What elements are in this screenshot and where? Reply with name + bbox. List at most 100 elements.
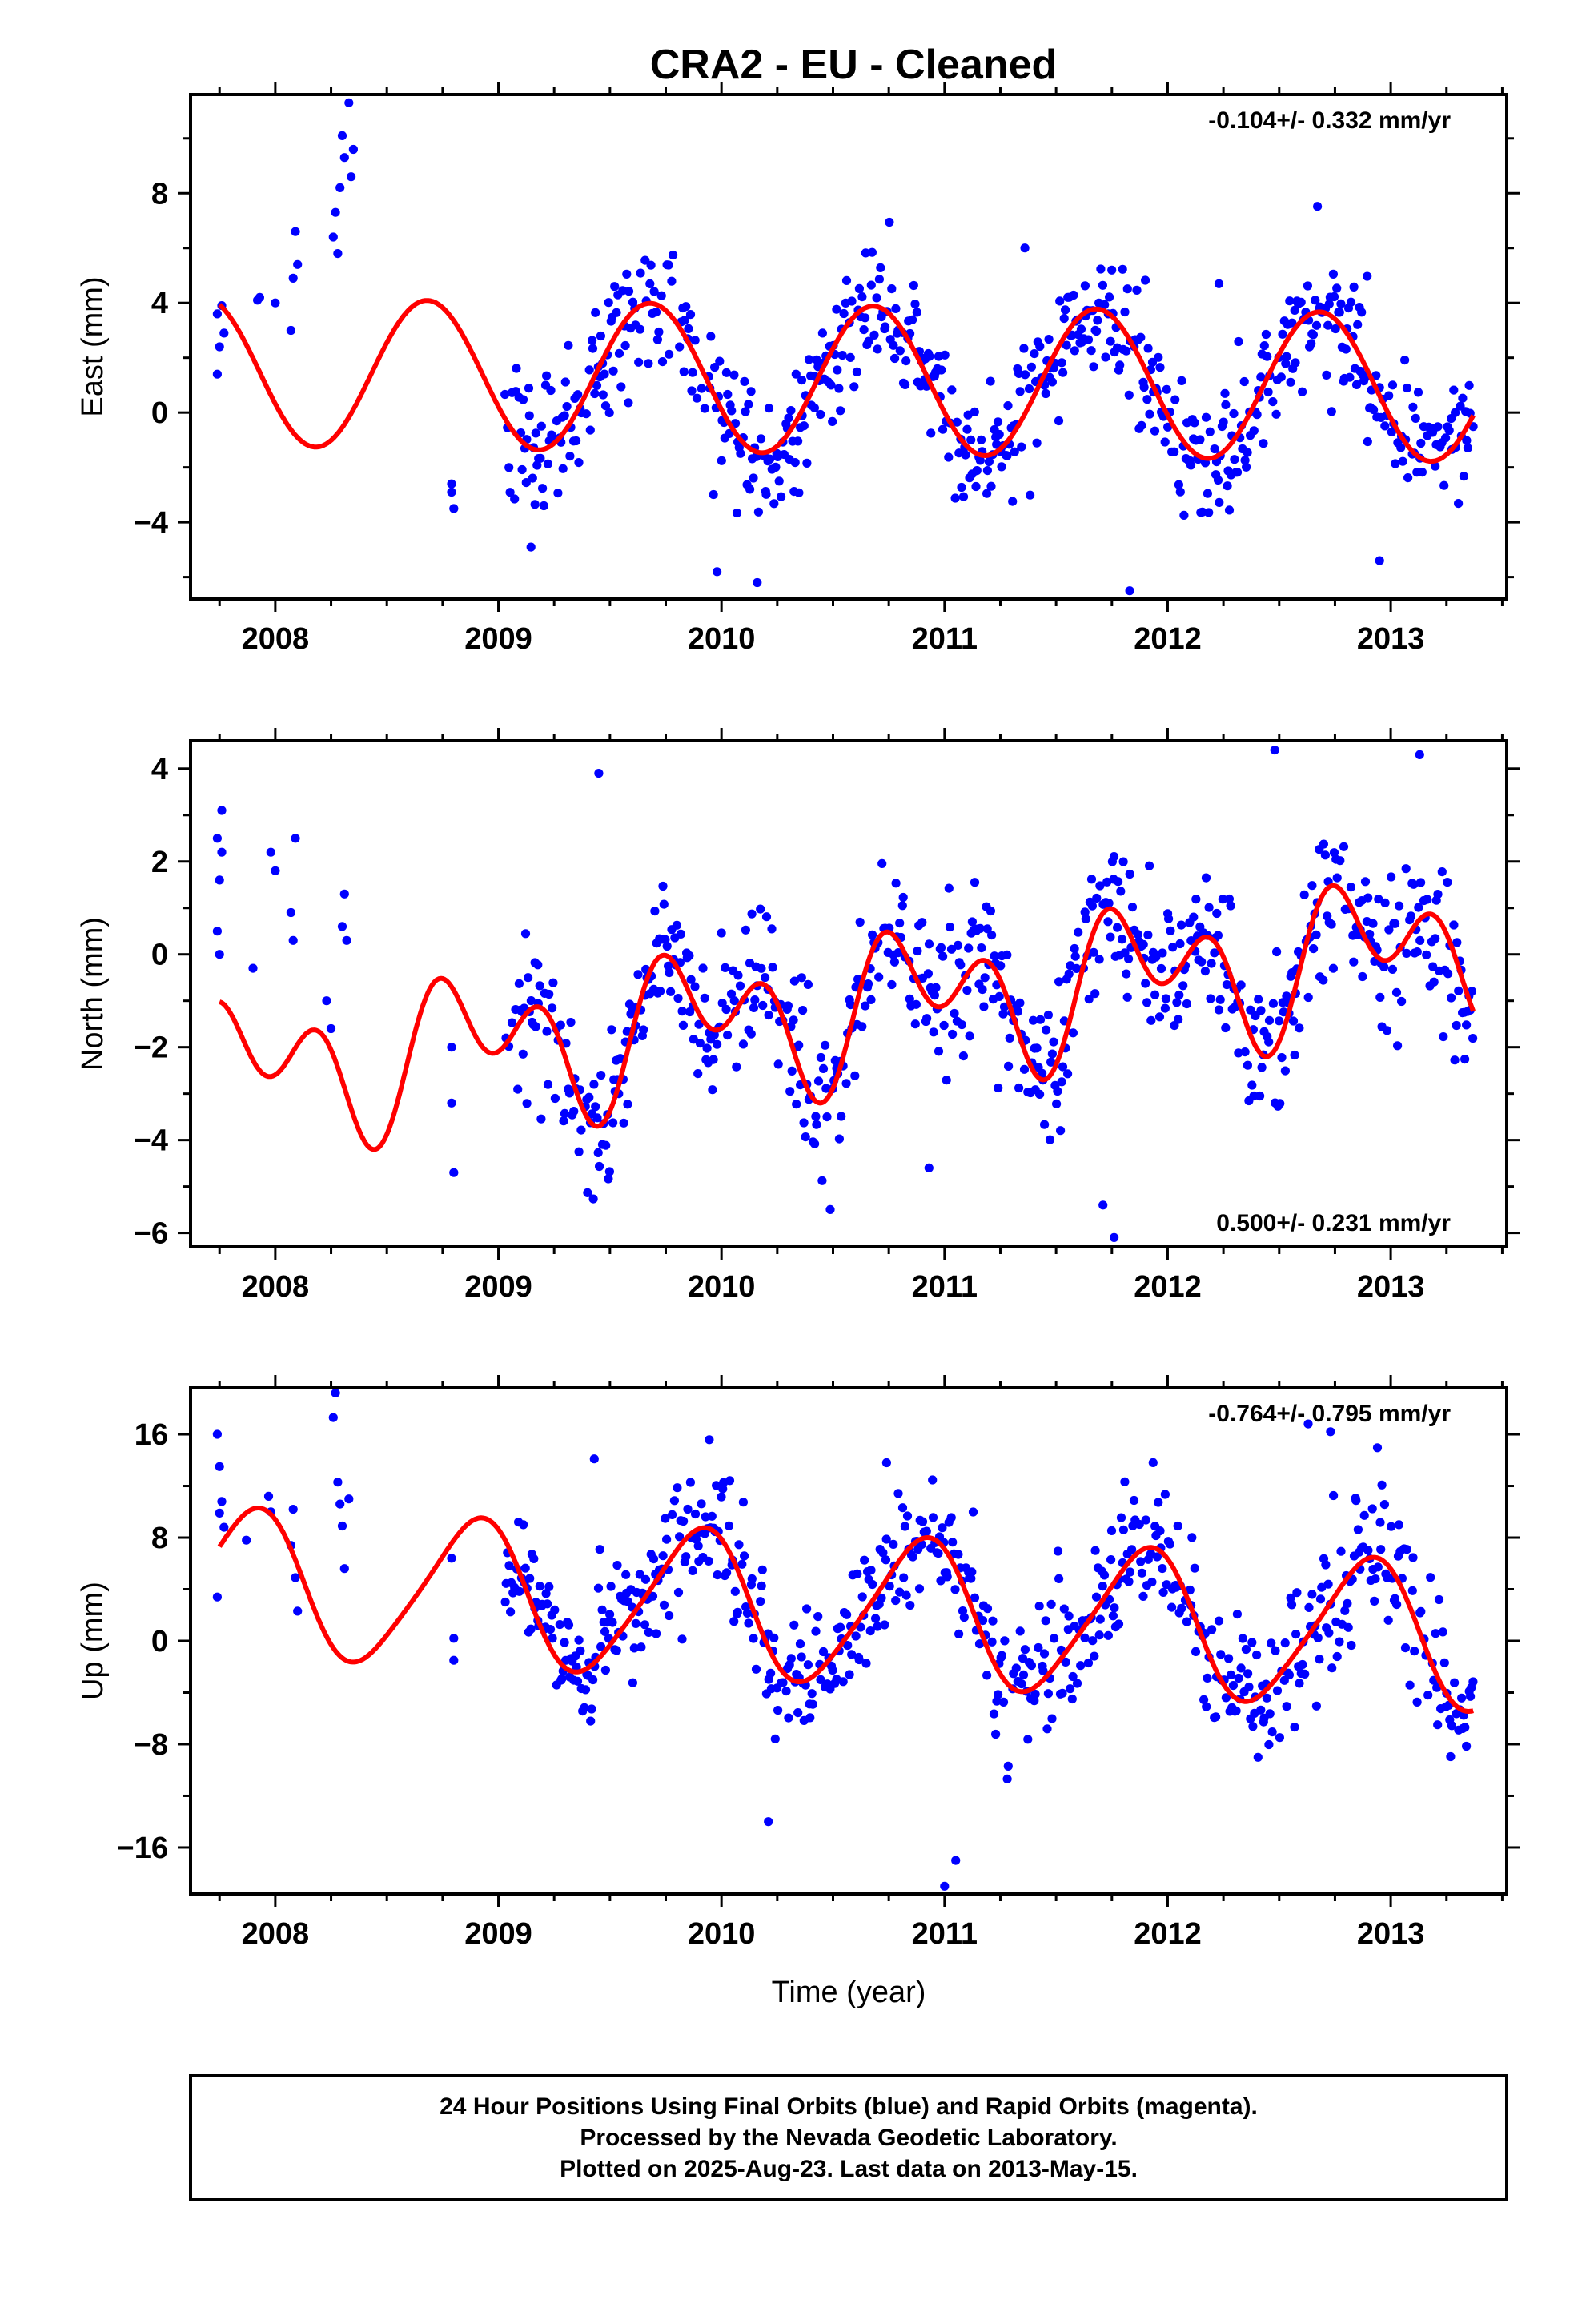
data-point xyxy=(1400,1643,1411,1653)
data-point xyxy=(1058,368,1068,377)
data-point xyxy=(737,1559,747,1569)
data-point xyxy=(793,1708,803,1718)
x-tick-label: 2013 xyxy=(1357,622,1425,656)
data-point xyxy=(953,940,963,950)
data-point xyxy=(1431,934,1440,943)
data-point xyxy=(1276,372,1286,382)
data-point xyxy=(1263,387,1273,397)
data-point xyxy=(1218,895,1227,904)
data-point xyxy=(1072,963,1082,973)
data-point xyxy=(1336,299,1346,308)
data-point xyxy=(1024,384,1034,394)
data-point xyxy=(942,1076,951,1085)
data-point xyxy=(1056,1126,1066,1136)
data-point xyxy=(944,452,954,462)
data-point xyxy=(248,963,258,973)
data-point xyxy=(895,919,905,928)
data-point xyxy=(1039,1649,1050,1659)
data-point xyxy=(1066,1684,1075,1694)
data-point xyxy=(1468,1677,1478,1687)
data-point xyxy=(691,1534,701,1544)
data-point xyxy=(717,1492,726,1502)
data-point xyxy=(1315,1594,1326,1604)
data-point xyxy=(890,353,900,364)
y-tick-label: 8 xyxy=(151,1522,168,1555)
data-point xyxy=(917,1517,928,1526)
data-point xyxy=(675,342,685,352)
data-point xyxy=(986,481,996,491)
data-point xyxy=(757,1581,766,1590)
data-point xyxy=(652,1629,661,1638)
data-point xyxy=(449,1655,459,1665)
data-point xyxy=(1152,1552,1162,1562)
data-point xyxy=(673,994,683,1003)
data-point xyxy=(732,508,742,518)
data-point xyxy=(1331,324,1340,334)
data-point xyxy=(1351,380,1362,389)
data-point xyxy=(1186,460,1196,470)
data-point xyxy=(1239,376,1249,387)
data-point xyxy=(1454,499,1464,509)
data-point xyxy=(1127,1545,1137,1554)
data-point xyxy=(834,1134,844,1144)
data-point xyxy=(242,1535,251,1545)
data-point xyxy=(1213,931,1223,940)
data-point xyxy=(787,1066,797,1076)
data-point xyxy=(533,960,543,970)
data-point xyxy=(1161,994,1170,1003)
data-point xyxy=(924,939,934,949)
data-point xyxy=(1264,1037,1274,1047)
data-point xyxy=(1313,1633,1323,1642)
data-point xyxy=(1220,388,1230,398)
y-tick-label: 0 xyxy=(151,1625,168,1659)
data-point xyxy=(974,1639,985,1649)
data-point xyxy=(673,1587,684,1598)
data-point xyxy=(560,1108,570,1118)
data-point xyxy=(676,929,685,939)
data-point xyxy=(1437,867,1447,877)
data-point xyxy=(515,1586,524,1596)
data-point xyxy=(1410,1647,1419,1656)
data-point xyxy=(693,1541,703,1550)
data-point xyxy=(1088,1636,1098,1646)
data-point xyxy=(998,1009,1008,1019)
data-point xyxy=(1319,975,1328,985)
data-point xyxy=(713,1570,722,1580)
data-point xyxy=(339,889,349,899)
data-point xyxy=(652,335,663,344)
data-point xyxy=(940,1881,950,1891)
data-point xyxy=(1332,873,1342,883)
data-point xyxy=(797,973,806,983)
data-point xyxy=(887,979,897,990)
data-point xyxy=(1415,750,1424,760)
data-point xyxy=(1002,950,1012,959)
data-point xyxy=(1042,1724,1052,1734)
data-point xyxy=(861,1659,871,1668)
data-point xyxy=(1089,362,1098,372)
data-point xyxy=(548,1634,557,1643)
data-point xyxy=(546,385,556,396)
data-point xyxy=(1053,1546,1063,1556)
data-point xyxy=(500,389,510,400)
data-point xyxy=(910,300,920,309)
data-point xyxy=(1203,489,1212,498)
data-point xyxy=(1287,318,1297,328)
data-point xyxy=(774,476,784,486)
data-point xyxy=(828,416,837,427)
data-point xyxy=(634,357,644,367)
data-point xyxy=(331,207,340,217)
data-point xyxy=(1150,426,1160,436)
data-point xyxy=(1353,1525,1363,1534)
data-point xyxy=(1156,963,1166,974)
data-point xyxy=(771,462,781,472)
data-point xyxy=(1282,1702,1291,1711)
data-point xyxy=(665,968,674,978)
data-point xyxy=(1234,1673,1243,1683)
data-point xyxy=(881,1534,891,1544)
data-point xyxy=(1098,1200,1108,1210)
data-point xyxy=(1222,980,1231,990)
data-point xyxy=(622,269,632,279)
data-point xyxy=(978,985,987,995)
data-point xyxy=(1061,1657,1070,1667)
data-point xyxy=(1122,992,1132,1002)
